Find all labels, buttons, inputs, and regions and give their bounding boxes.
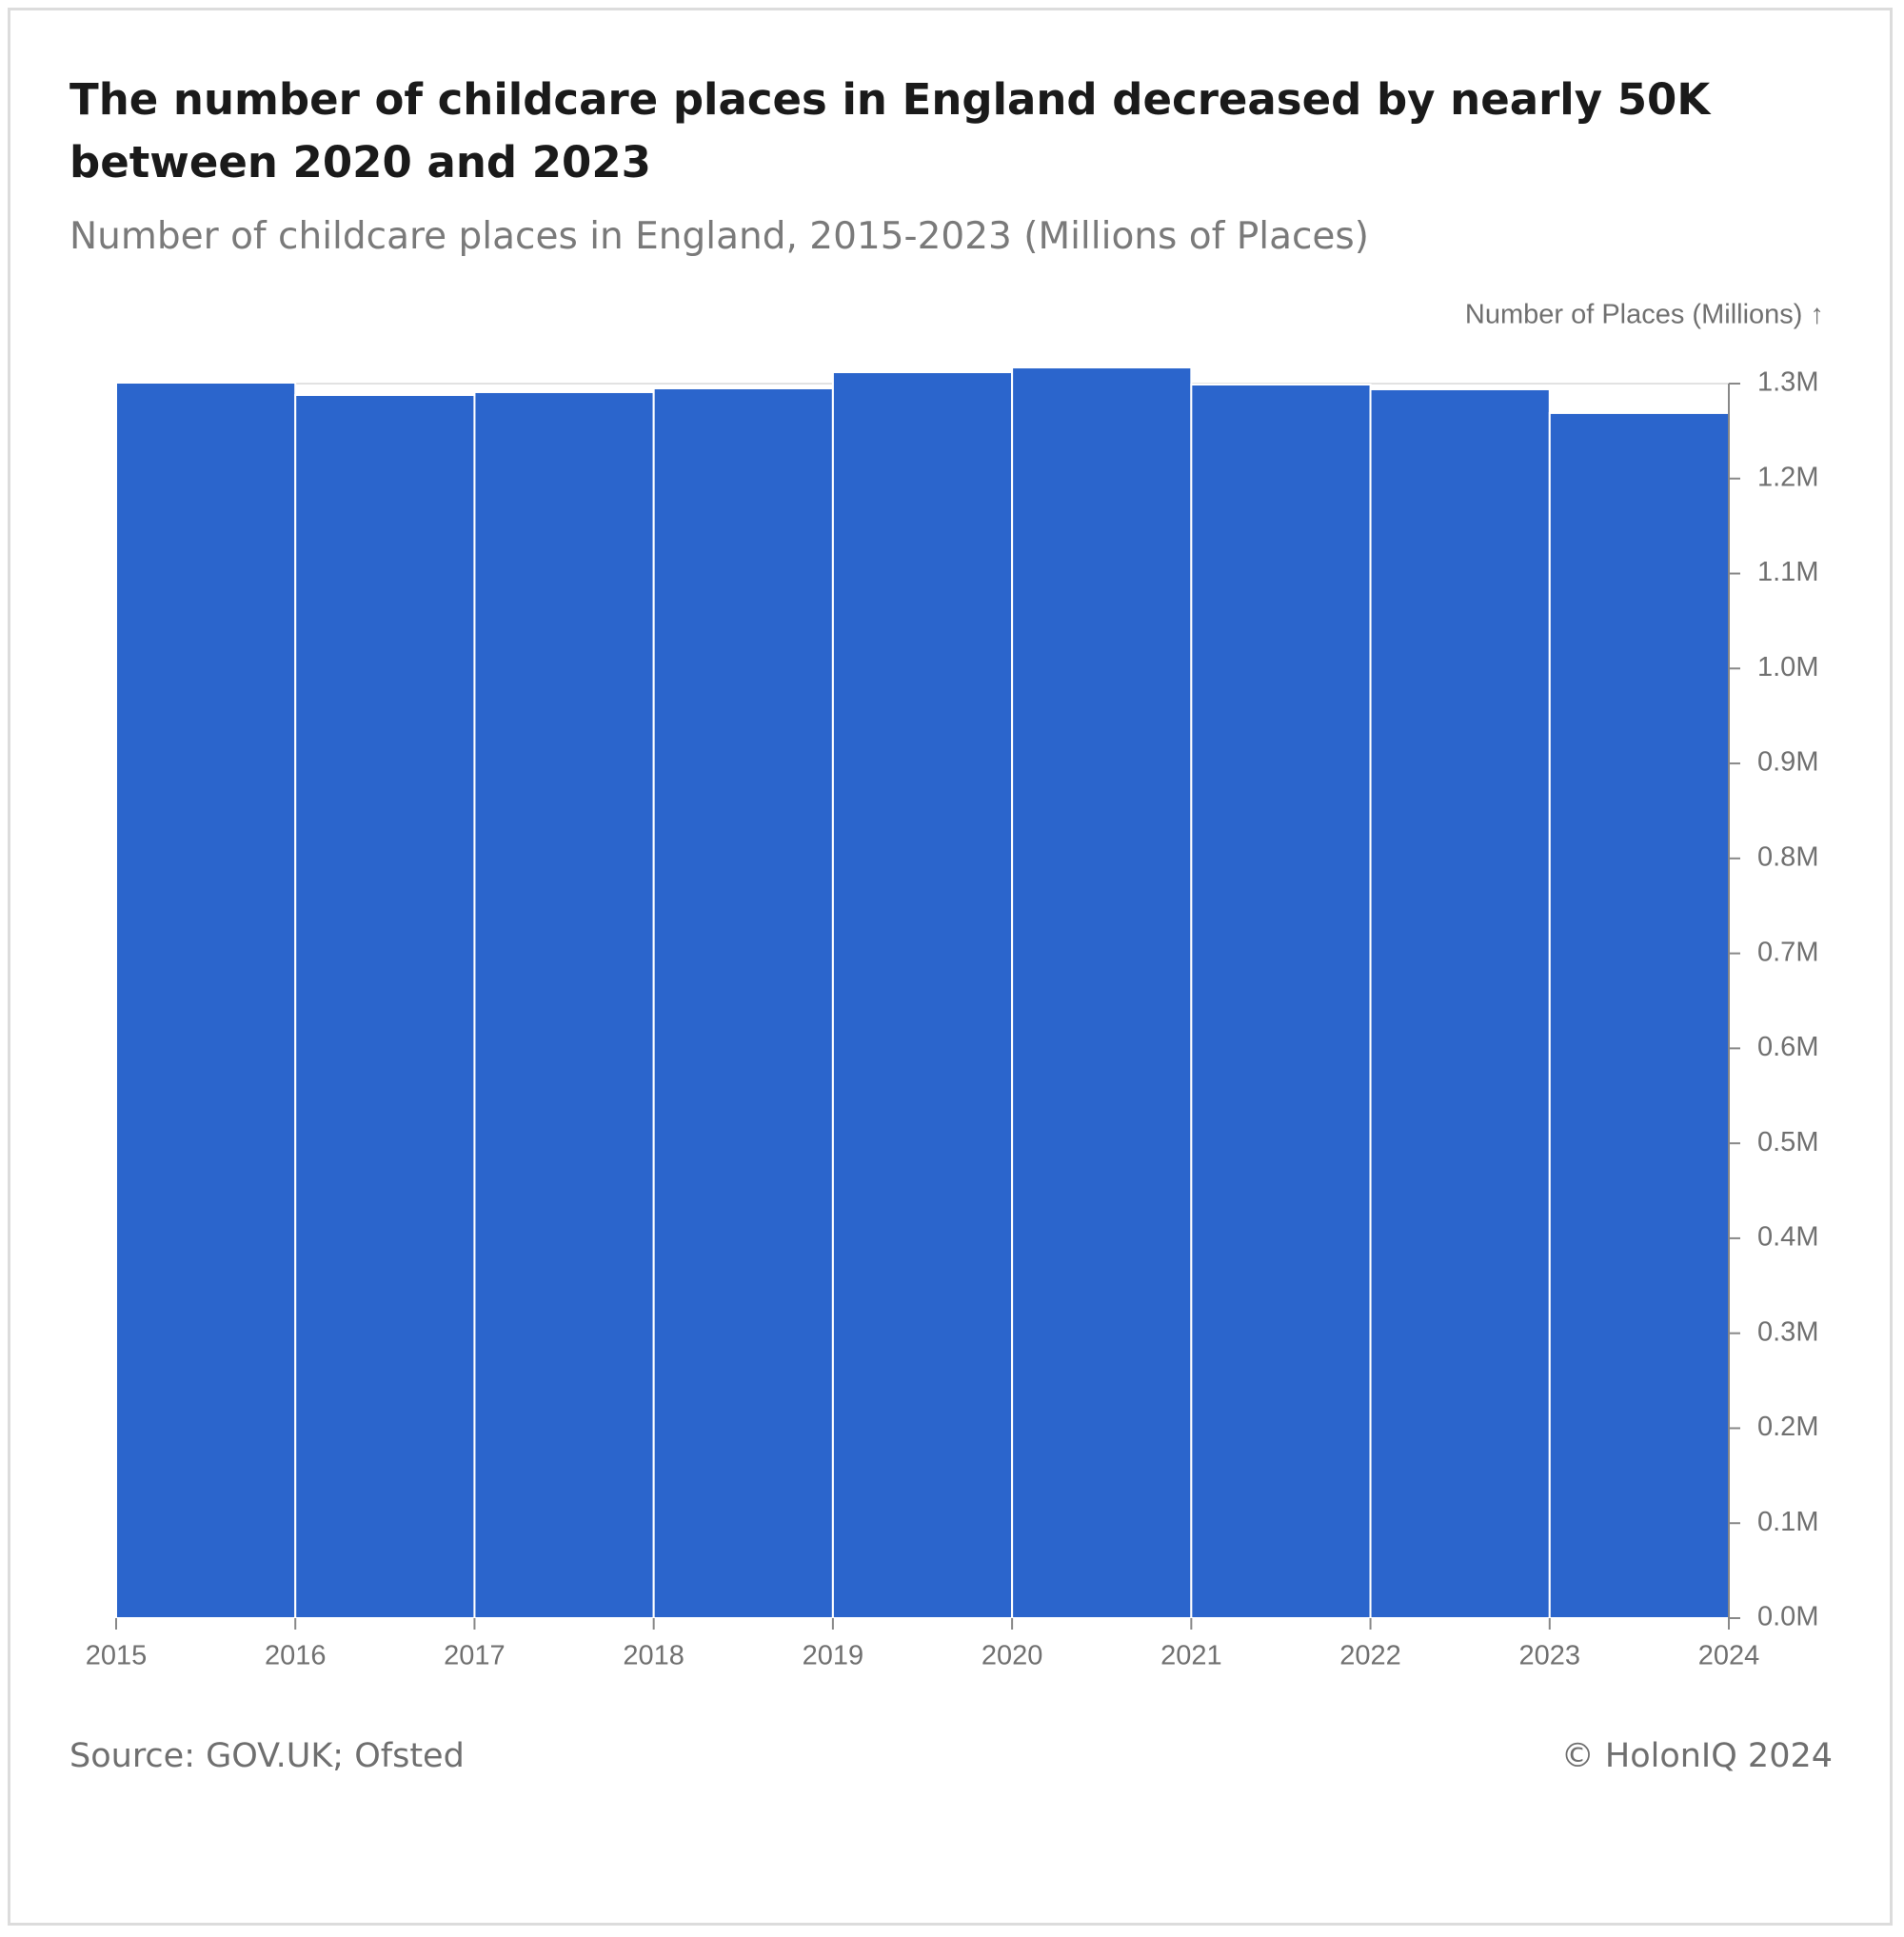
bar [831, 371, 1014, 1619]
y-tick-label: 0.4M [1757, 1222, 1818, 1253]
y-tick-label: 1.1M [1757, 557, 1818, 587]
y-tick-label: 1.0M [1757, 652, 1818, 682]
y-tick-label: 0.9M [1757, 747, 1818, 778]
x-tick-label: 2024 [1698, 1641, 1760, 1671]
y-tick-label: 0.5M [1757, 1127, 1818, 1157]
bar [1190, 383, 1372, 1619]
y-tick-label: 1.2M [1757, 462, 1818, 492]
chart-subtitle: Number of childcare places in England, 2… [69, 215, 1369, 258]
y-tick-label: 1.3M [1757, 367, 1818, 398]
bar [652, 386, 834, 1620]
y-tick-label: 0.2M [1757, 1412, 1818, 1442]
bar [294, 393, 476, 1620]
bar [115, 382, 297, 1619]
copyright: © HolonIQ 2024 [1560, 1737, 1833, 1775]
source: Source: GOV.UK; Ofsted [69, 1737, 465, 1775]
bar [1369, 387, 1551, 1619]
x-tick-label: 2016 [265, 1641, 327, 1671]
bar [1548, 411, 1731, 1619]
x-tick-label: 2015 [86, 1641, 148, 1671]
x-tick-label: 2021 [1160, 1641, 1222, 1671]
x-tick-label: 2018 [623, 1641, 684, 1671]
frame [8, 8, 1893, 1926]
bar [473, 390, 655, 1619]
bar [1011, 366, 1193, 1620]
x-tick-label: 2022 [1339, 1641, 1401, 1671]
x-tick-label: 2019 [803, 1641, 864, 1671]
y-tick-label: 0.8M [1757, 842, 1818, 873]
y-tick-label: 0.6M [1757, 1032, 1818, 1062]
x-tick-label: 2017 [444, 1641, 506, 1671]
y-axis-label: Number of Places (Millions) ↑ [1465, 300, 1824, 330]
x-tick-label: 2020 [982, 1641, 1043, 1671]
chart-title: The number of childcare places in Englan… [69, 74, 1711, 188]
x-tick-label: 2023 [1519, 1641, 1581, 1671]
y-tick-label: 0.0M [1757, 1602, 1818, 1632]
y-tick-label: 0.7M [1757, 937, 1818, 967]
y-tick-label: 0.3M [1757, 1316, 1818, 1347]
y-tick-label: 0.1M [1757, 1507, 1818, 1537]
